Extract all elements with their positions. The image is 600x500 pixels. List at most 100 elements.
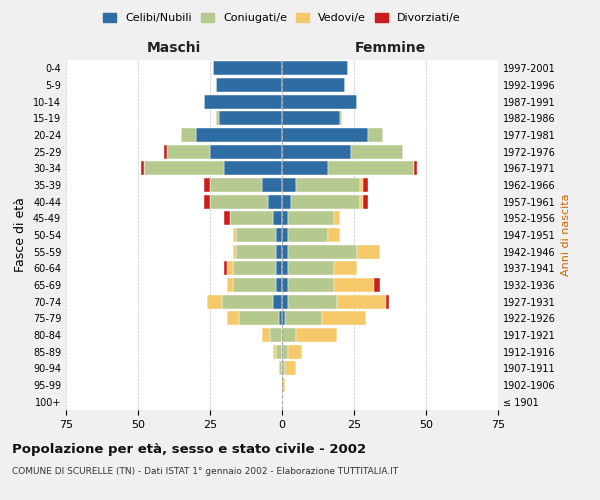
Bar [282,311,285,326]
Bar [282,78,346,92]
Bar [274,344,276,359]
Bar [374,278,380,292]
Bar [334,211,340,226]
Bar [351,144,403,159]
Bar [279,311,282,326]
Bar [210,194,268,209]
Bar [288,344,302,359]
Bar [282,94,357,109]
Bar [181,128,196,142]
Bar [282,162,328,175]
Bar [271,328,282,342]
Text: Popolazione per età, sesso e stato civile - 2002: Popolazione per età, sesso e stato civil… [12,442,366,456]
Bar [221,294,274,308]
Bar [288,278,334,292]
Y-axis label: Fasce di età: Fasce di età [14,198,27,272]
Bar [282,62,348,76]
Bar [282,278,288,292]
Bar [204,178,210,192]
Bar [360,194,362,209]
Bar [227,261,233,276]
Bar [334,278,374,292]
Bar [164,144,167,159]
Text: Femmine: Femmine [355,41,425,55]
Bar [276,261,282,276]
Bar [274,294,282,308]
Bar [282,361,285,376]
Bar [288,228,328,242]
Bar [362,178,368,192]
Bar [216,78,282,92]
Bar [224,261,227,276]
Bar [282,178,296,192]
Bar [141,162,144,175]
Bar [279,361,282,376]
Bar [262,178,282,192]
Bar [282,328,296,342]
Bar [276,244,282,259]
Bar [360,178,362,192]
Bar [227,311,239,326]
Bar [282,194,290,209]
Bar [337,294,386,308]
Bar [274,211,282,226]
Bar [276,344,282,359]
Bar [276,278,282,292]
Bar [296,178,360,192]
Bar [282,144,351,159]
Bar [288,244,357,259]
Bar [282,128,368,142]
Bar [282,244,288,259]
Bar [227,278,233,292]
Bar [328,228,340,242]
Text: COMUNE DI SCURELLE (TN) - Dati ISTAT 1° gennaio 2002 - Elaborazione TUTTITALIA.I: COMUNE DI SCURELLE (TN) - Dati ISTAT 1° … [12,468,398,476]
Bar [167,144,210,159]
Bar [236,244,276,259]
Bar [296,328,337,342]
Bar [224,211,230,226]
Bar [268,194,282,209]
Bar [285,361,296,376]
Bar [282,211,288,226]
Bar [386,294,389,308]
Bar [218,112,282,126]
Bar [236,228,276,242]
Bar [230,211,274,226]
Bar [415,162,418,175]
Bar [276,228,282,242]
Bar [322,311,365,326]
Bar [207,294,221,308]
Y-axis label: Anni di nascita: Anni di nascita [561,194,571,276]
Bar [204,194,210,209]
Bar [262,328,271,342]
Text: Maschi: Maschi [147,41,201,55]
Bar [196,128,282,142]
Bar [368,128,383,142]
Bar [357,244,380,259]
Bar [239,311,279,326]
Bar [233,244,236,259]
Bar [328,162,415,175]
Bar [233,228,236,242]
Bar [282,344,288,359]
Bar [282,261,288,276]
Legend: Celibi/Nubili, Coniugati/e, Vedovi/e, Divorziati/e: Celibi/Nubili, Coniugati/e, Vedovi/e, Di… [99,8,465,28]
Bar [282,112,340,126]
Bar [334,261,357,276]
Bar [204,94,282,109]
Bar [288,294,337,308]
Bar [340,112,343,126]
Bar [216,112,218,126]
Bar [233,278,276,292]
Bar [362,194,368,209]
Bar [290,194,360,209]
Bar [288,261,334,276]
Bar [224,162,282,175]
Bar [213,62,282,76]
Bar [282,228,288,242]
Bar [288,211,334,226]
Bar [144,162,224,175]
Bar [210,178,262,192]
Bar [285,311,322,326]
Bar [233,261,276,276]
